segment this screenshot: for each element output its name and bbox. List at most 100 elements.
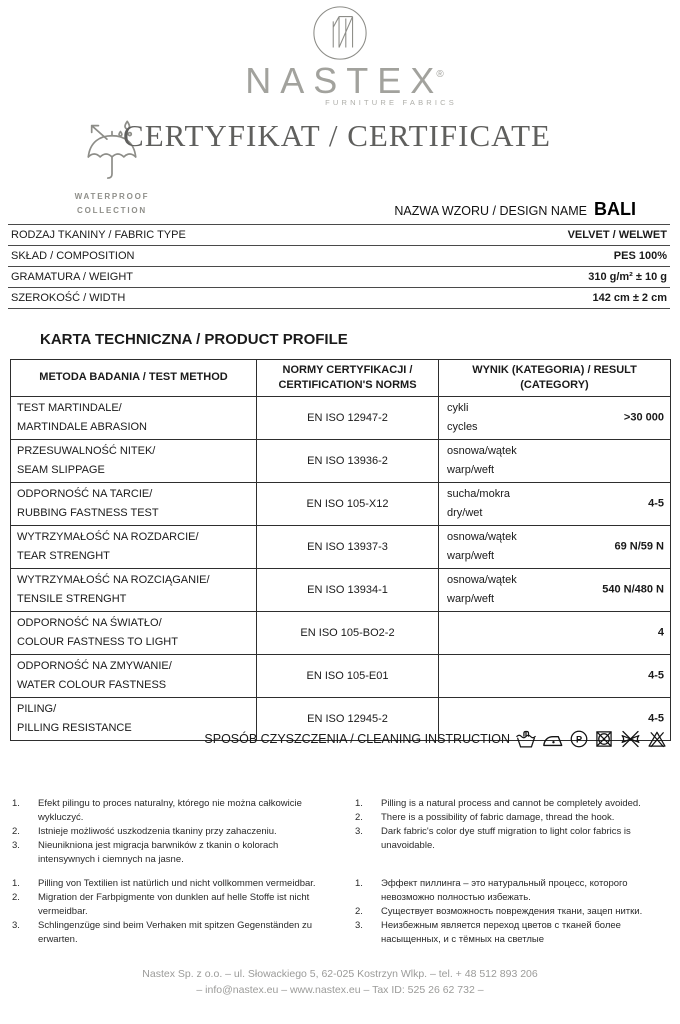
norm-cell: EN ISO 13936-2 [256, 438, 439, 483]
norm-cell: EN ISO 13937-3 [256, 524, 439, 569]
table-row: WYTRZYMAŁOŚĆ NA ROZDARCIE/TEAR STRENGHT … [10, 524, 671, 569]
table-row: PRZESUWALNOŚĆ NITEK/SEAM SLIPPAGE EN ISO… [10, 438, 671, 483]
method-en: TEAR STRENGHT [17, 549, 110, 562]
table-row: PILING/PILLING RESISTANCE EN ISO 12945-2… [10, 696, 671, 741]
col-header-norms: NORMY CERTYFIKACJI / CERTIFICATION'S NOR… [256, 359, 439, 397]
result-value: 4-5 [648, 497, 664, 510]
result-value: 69 N/59 N [614, 540, 664, 553]
certificate-title: CERTYFIKAT / CERTIFICATE [123, 118, 551, 153]
registered-mark: ® [436, 69, 444, 80]
notes-russian: Эффект пиллинга – это натуральный процес… [355, 877, 670, 947]
method-en: MARTINDALE ABRASION [17, 420, 147, 433]
spec-row-fabric-type: RODZAJ TKANINY / FABRIC TYPE VELVET / WE… [8, 224, 670, 245]
result-sublabels: osnowa/wątek warp/weft [447, 530, 517, 562]
col-header-result: WYNIK (KATEGORIA) / RESULT (CATEGORY) [438, 359, 671, 397]
note-item: Schlingenzüge sind beim Verhaken mit spi… [12, 919, 313, 945]
method-pl: ODPORNOŚĆ NA ZMYWANIE/ [17, 659, 172, 672]
company-footer: Nastex Sp. z o.o. – ul. Słowackiego 5, 6… [0, 966, 680, 999]
waterproof-umbrella-icon [87, 120, 137, 179]
design-name-label: NAZWA WZORU / DESIGN NAME [394, 204, 587, 218]
brand-name: NASTEX® [245, 60, 444, 101]
note-item: Efekt pilingu to proces naturalny, które… [12, 797, 302, 823]
norm-cell: EN ISO 105-E01 [256, 653, 439, 698]
product-profile-heading: KARTA TECHNICZNA / PRODUCT PROFILE [40, 331, 348, 348]
table-row: WYTRZYMAŁOŚĆ NA ROZCIĄGANIE/TENSILE STRE… [10, 567, 671, 612]
note-item: Эффект пиллинга – это натуральный процес… [355, 877, 628, 903]
note-item: Неизбежным является переход цветов с тка… [355, 919, 621, 945]
footer-address-line: Nastex Sp. z o.o. – ul. Słowackiego 5, 6… [142, 968, 538, 980]
result-sublabels: cykli cycles [447, 401, 478, 433]
spec-row-composition: SKŁAD / COMPOSITION PES 100% [8, 245, 670, 266]
table-row: ODPORNOŚĆ NA TARCIE/RUBBING FASTNESS TES… [10, 481, 671, 526]
result-sublabels: osnowa/wątek warp/weft [447, 444, 517, 476]
spec-row-width: SZEROKOŚĆ / WIDTH 142 cm ± 2 cm [8, 287, 670, 308]
result-value: 4-5 [648, 669, 664, 682]
method-en: COLOUR FASTNESS TO LIGHT [17, 635, 178, 648]
result-sublabels: osnowa/wątek warp/weft [447, 573, 517, 605]
method-en: SEAM SLIPPAGE [17, 463, 105, 476]
norm-cell: EN ISO 105-X12 [256, 481, 439, 526]
spec-row-weight: GRAMATURA / WEIGHT 310 g/m² ± 10 g [8, 266, 670, 287]
table-row: ODPORNOŚĆ NA ZMYWANIE/WATER COLOUR FASTN… [10, 653, 671, 698]
svg-text:P: P [576, 734, 582, 744]
norm-cell: EN ISO 13934-1 [256, 567, 439, 612]
method-en: WATER COLOUR FASTNESS [17, 678, 167, 691]
brand-tagline: FURNITURE FABRICS [325, 98, 457, 107]
method-en: TENSILE STRENGHT [17, 592, 127, 605]
norm-cell: EN ISO 12947-2 [256, 395, 439, 440]
fabric-spec-table: RODZAJ TKANINY / FABRIC TYPE VELVET / WE… [8, 224, 670, 309]
method-en: PILLING RESISTANCE [17, 721, 132, 734]
spec-label: SZEROKOŚĆ / WIDTH [11, 292, 126, 304]
do-not-wring-icon [619, 729, 642, 749]
result-value: 540 N/480 N [602, 583, 664, 596]
norm-cell: EN ISO 105-BO2-2 [256, 610, 439, 655]
product-profile-table: METODA BADANIA / TEST METHOD NORMY CERTY… [10, 359, 671, 741]
footnotes: Efekt pilingu to proces naturalny, które… [12, 797, 670, 947]
waterproof-collection-badge: WATERPROOF COLLECTION [36, 118, 188, 219]
nastex-monogram-icon [313, 6, 367, 60]
method-pl: WYTRZYMAŁOŚĆ NA ROZCIĄGANIE/ [17, 573, 210, 586]
notes-english: Pilling is a natural process and cannot … [355, 797, 670, 867]
method-pl: ODPORNOŚĆ NA TARCIE/ [17, 487, 153, 500]
note-item: Dark fabric's color dye stuff migration … [355, 825, 631, 851]
cleaning-instruction-label: SPOSÓB CZYSZCZENIA / CLEANING INSTRUCTIO… [204, 732, 510, 746]
table-header-row: METODA BADANIA / TEST METHOD NORMY CERTY… [10, 359, 671, 397]
table-row: TEST MARTINDALE/MARTINDALE ABRASION EN I… [10, 395, 671, 440]
col-header-method: METODA BADANIA / TEST METHOD [10, 359, 257, 397]
footer-contact-line: – info@nastex.eu – www.nastex.eu – Tax I… [196, 984, 484, 997]
spec-label: SKŁAD / COMPOSITION [11, 250, 135, 262]
spec-label: RODZAJ TKANINY / FABRIC TYPE [11, 229, 186, 241]
method-pl: TEST MARTINDALE/ [17, 401, 122, 414]
hand-wash-icon [515, 729, 537, 749]
note-item: Pilling von Textilien ist natürlich und … [12, 877, 316, 891]
method-pl: WYTRZYMAŁOŚĆ NA ROZDARCIE/ [17, 530, 199, 543]
cleaning-instruction-row: SPOSÓB CZYSZCZENIA / CLEANING INSTRUCTIO… [204, 729, 667, 749]
method-pl: ODPORNOŚĆ NA ŚWIATŁO/ [17, 616, 162, 629]
note-item: Migration der Farbpigmente von dunklen a… [12, 891, 310, 917]
result-value: 4 [657, 626, 664, 639]
do-not-tumble-dry-icon [594, 729, 614, 749]
note-item: Istnieje możliwość uszkodzenia tkaniny p… [12, 825, 277, 839]
note-item: Существует возможность повреждения ткани… [355, 905, 643, 919]
result-value: 4-5 [648, 712, 664, 725]
notes-polish: Efekt pilingu to proces naturalny, które… [12, 797, 327, 867]
spec-label: GRAMATURA / WEIGHT [11, 271, 134, 283]
note-item: Nieunikniona jest migracja barwników z t… [12, 839, 279, 865]
brand-logo: NASTEX® FURNITURE FABRICS [0, 4, 680, 107]
spec-value: PES 100% [613, 250, 667, 262]
method-pl: PILING/ [17, 702, 57, 715]
norm-cell: EN ISO 12945-2 [256, 696, 439, 741]
notes-german: Pilling von Textilien ist natürlich und … [12, 877, 327, 947]
method-pl: PRZESUWALNOŚĆ NITEK/ [17, 444, 156, 457]
design-name-row: NAZWA WZORU / DESIGN NAME BALI [394, 199, 636, 220]
spec-value: 310 g/m² ± 10 g [588, 271, 667, 283]
result-sublabels: sucha/mokra dry/wet [447, 487, 510, 519]
note-item: Pilling is a natural process and cannot … [355, 797, 641, 811]
do-not-bleach-icon [647, 729, 667, 749]
note-item: There is a possibility of fabric damage,… [355, 811, 615, 825]
iron-icon [542, 729, 564, 749]
design-name-value: BALI [594, 199, 636, 219]
spec-value: 142 cm ± 2 cm [592, 292, 667, 304]
method-en: RUBBING FASTNESS TEST [17, 506, 159, 519]
collection-label: WATERPROOF COLLECTION [74, 192, 150, 216]
